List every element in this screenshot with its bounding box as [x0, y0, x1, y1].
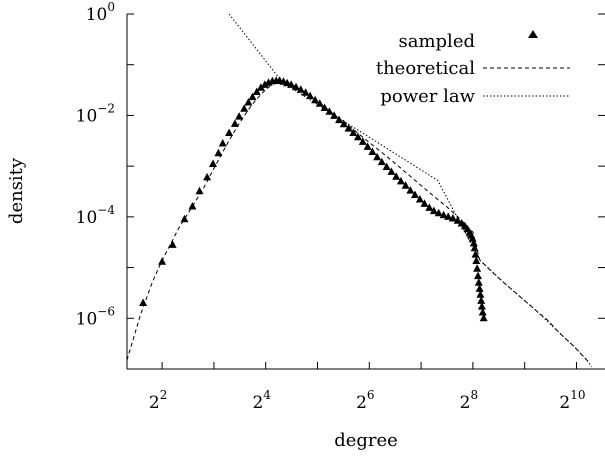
axis-ticks: [127, 13, 605, 370]
sampled-point: [292, 82, 300, 91]
sampled-point: [470, 243, 479, 252]
x-tick-label: 26: [356, 388, 374, 413]
y-tick-label: 10−2: [76, 101, 115, 126]
sampled-point: [396, 176, 405, 185]
sampled-point: [469, 238, 478, 247]
legend-label-theoretical: theoretical: [376, 58, 475, 79]
sampled-point: [373, 152, 382, 161]
sampled-point: [475, 284, 484, 292]
sampled-point: [168, 240, 177, 248]
legend-label-power-law: power law: [380, 86, 475, 107]
sampled-point: [392, 172, 401, 180]
sampled-point: [476, 290, 485, 298]
sampled-point: [453, 216, 462, 224]
y-tick-label: 10−4: [76, 203, 116, 228]
sampled-point: [377, 157, 386, 166]
tick-labels: 100 10−2 10−4 10−6 22 24 26 28 210: [76, 0, 586, 413]
sampled-point: [188, 202, 197, 210]
sampled-point: [195, 186, 204, 195]
sampled-point: [411, 190, 419, 198]
sampled-point: [256, 83, 265, 91]
sampled-point: [406, 186, 415, 194]
legend: sampled theoretical power law: [376, 30, 570, 107]
sampled-point: [320, 103, 329, 111]
sampled-point: [311, 95, 320, 104]
sampled-point: [296, 85, 305, 93]
sampled-point: [306, 91, 315, 100]
sampled-point: [315, 99, 324, 107]
sampled-point: [401, 181, 410, 189]
sampled-point: [339, 119, 348, 128]
sampled-point: [363, 142, 372, 150]
sampled-point: [434, 208, 443, 217]
sampled-point: [471, 250, 480, 258]
legend-marker-sampled: [528, 30, 538, 38]
sampled-point: [244, 98, 253, 106]
sampled-point: [473, 264, 482, 272]
sampled-point: [260, 80, 269, 88]
sampled-point: [139, 298, 148, 306]
sampled-point: [368, 147, 377, 155]
sampled-point: [420, 199, 429, 207]
sampled-point: [444, 212, 453, 220]
sampled-point: [387, 167, 396, 175]
y-tick-label: 10−6: [76, 304, 115, 329]
sampled-point: [429, 206, 438, 215]
sampled-point: [335, 115, 344, 124]
sampled-point: [158, 257, 167, 265]
sampled-point: [203, 172, 212, 181]
y-axis-title: density: [6, 157, 27, 224]
x-tick-label: 22: [149, 388, 167, 413]
sampled-point: [252, 87, 261, 95]
sampled-point: [354, 132, 362, 141]
sampled-point: [301, 88, 310, 96]
sampled-point: [479, 313, 488, 322]
sampled-point: [248, 92, 257, 101]
sampled-point: [287, 80, 296, 88]
series-line-theoretical: [127, 80, 589, 362]
x-axis-title: degree: [334, 430, 398, 451]
sampled-point: [474, 271, 482, 280]
legend-label-sampled: sampled: [399, 31, 476, 52]
sampled-point: [472, 256, 481, 264]
x-tick-label: 28: [460, 388, 478, 413]
sampled-point: [218, 139, 227, 147]
sampled-point: [344, 124, 353, 132]
sampled-point: [382, 162, 391, 170]
plot-frame: [126, 14, 605, 370]
sampled-point: [425, 203, 434, 211]
sampled-point: [358, 137, 367, 145]
sampled-point: [439, 210, 448, 219]
sampled-point: [349, 128, 358, 136]
sampled-point: [478, 308, 487, 316]
sampled-point: [230, 119, 239, 127]
sampled-point: [477, 302, 486, 310]
sampled-point: [214, 148, 223, 157]
sampled-point: [448, 214, 457, 222]
sampled-point: [330, 111, 339, 119]
sampled-point: [468, 234, 477, 242]
sampled-point: [209, 159, 217, 167]
sampled-point: [240, 104, 249, 112]
sampled-point: [325, 107, 334, 115]
sampled-point: [415, 195, 424, 203]
sampled-point: [474, 278, 483, 286]
sampled-point: [235, 112, 244, 120]
sampled-point: [477, 296, 486, 304]
y-tick-label: 100: [86, 0, 115, 25]
series-layer: [127, 14, 592, 368]
sampled-point: [225, 128, 234, 136]
x-tick-label: 24: [252, 388, 271, 413]
x-tick-label: 210: [559, 388, 585, 413]
sampled-point: [180, 214, 189, 223]
